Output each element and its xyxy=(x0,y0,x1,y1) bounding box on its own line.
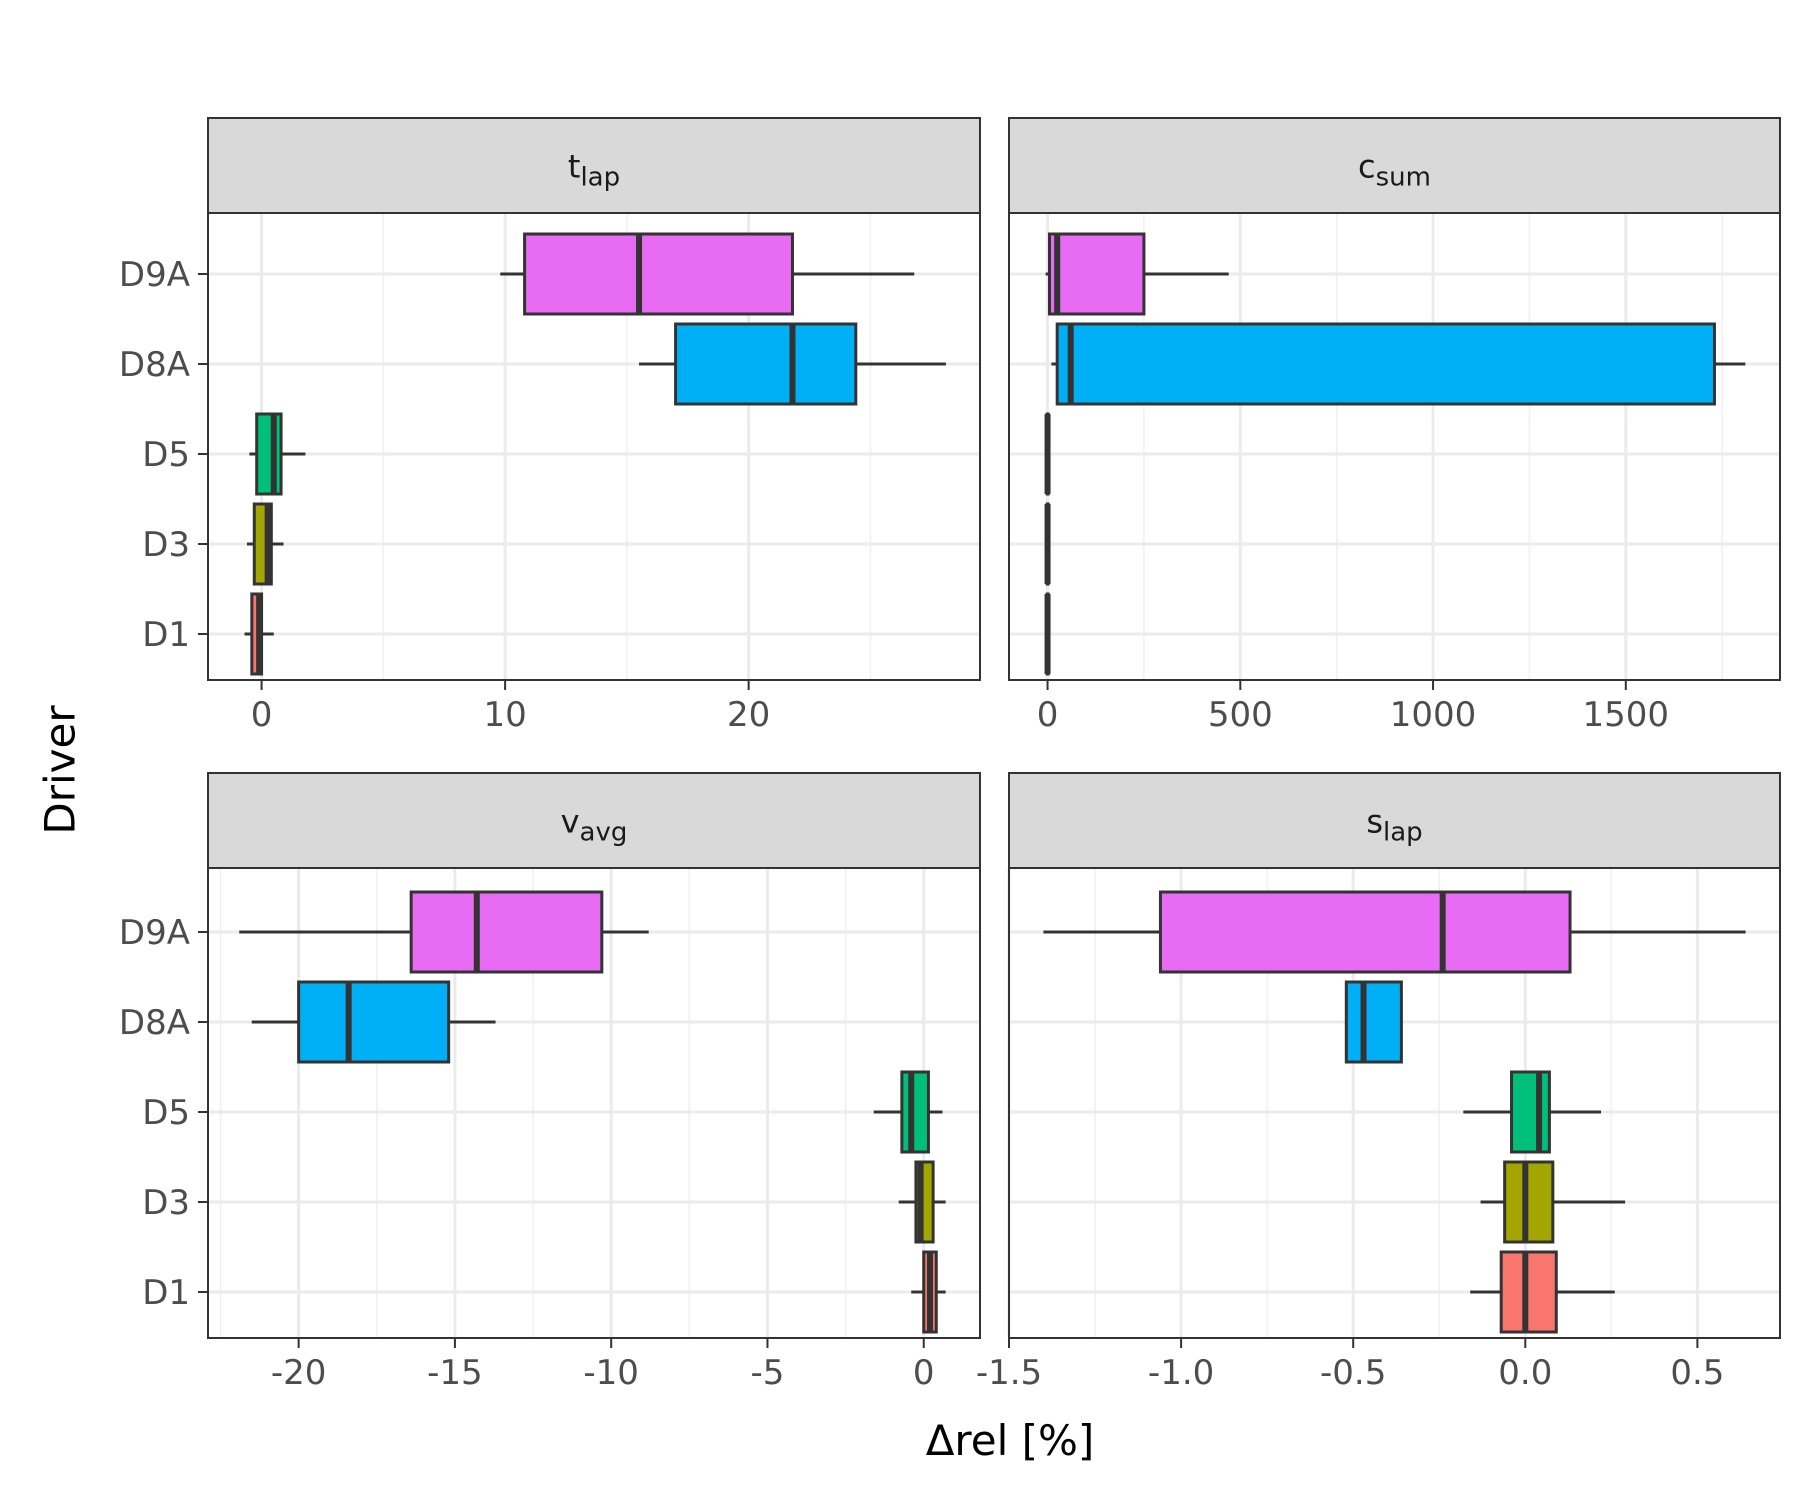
x-tick-label: 0 xyxy=(913,1353,935,1393)
box-body xyxy=(1158,890,1572,974)
x-tick-label: 10 xyxy=(483,695,526,735)
x-tick-label: 0.5 xyxy=(1670,1353,1724,1393)
box-D5 xyxy=(873,1070,943,1154)
x-tick-label: 0 xyxy=(251,695,273,735)
x-tick-label: 1000 xyxy=(1390,695,1477,735)
box-D8A xyxy=(639,322,946,406)
y-tick-label: D5 xyxy=(142,1093,190,1133)
y-tick-label: D3 xyxy=(142,1183,190,1223)
box-D3 xyxy=(898,1160,946,1244)
box-body xyxy=(1047,232,1146,316)
box-D1 xyxy=(244,592,274,676)
box-D8A xyxy=(1344,980,1403,1064)
panel-border xyxy=(1008,867,1781,1339)
box-D9A xyxy=(1045,232,1229,316)
x-tick-label: 0.0 xyxy=(1498,1353,1552,1393)
panel-title-subscript: lap xyxy=(1383,818,1423,848)
box-body xyxy=(255,412,283,496)
x-tick-label: -5 xyxy=(751,1353,785,1393)
y-tick-label: D1 xyxy=(142,615,190,655)
panel-title-subscript: lap xyxy=(580,163,620,193)
box-D3 xyxy=(1480,1160,1626,1244)
x-tick-label: 1500 xyxy=(1583,695,1670,735)
box-body xyxy=(409,890,604,974)
box-D1 xyxy=(911,1250,946,1334)
panel-border xyxy=(1008,212,1781,681)
box-D3 xyxy=(1044,502,1051,586)
box-body xyxy=(1055,322,1716,406)
panel-border xyxy=(207,867,981,1339)
x-tick-label: 500 xyxy=(1208,695,1273,735)
box-body xyxy=(523,232,794,316)
box-body xyxy=(900,1070,930,1154)
box-body xyxy=(1499,1250,1558,1334)
x-tick-label: -10 xyxy=(583,1353,639,1393)
panel-s_lap: slap-1.5 -1.0 -0.5 0.0 0.5 xyxy=(976,772,1781,1393)
y-tick-label: D9A xyxy=(119,255,190,295)
x-tick-label: -20 xyxy=(271,1353,327,1393)
box-D9A xyxy=(1043,890,1746,974)
panel-title-subscript: avg xyxy=(580,818,628,848)
box-D8A xyxy=(251,980,496,1064)
box-D1 xyxy=(1044,592,1051,676)
x-tick-label: -15 xyxy=(427,1353,483,1393)
x-tick-label: -0.5 xyxy=(1320,1353,1386,1393)
y-tick-label: D9A xyxy=(119,913,190,953)
panel-border xyxy=(207,212,981,681)
y-tick-label: D5 xyxy=(142,435,190,475)
box-body xyxy=(1503,1160,1555,1244)
y-axis-title: Driver xyxy=(36,705,85,835)
box-body xyxy=(1510,1070,1551,1154)
y-tick-label: D1 xyxy=(142,1273,190,1313)
y-tick-label: D3 xyxy=(142,525,190,565)
box-D3 xyxy=(246,502,284,586)
box-body xyxy=(674,322,858,406)
panel-strip xyxy=(1008,772,1781,869)
x-tick-label: -1.5 xyxy=(976,1353,1042,1393)
box-D9A xyxy=(239,890,649,974)
box-D1 xyxy=(1470,1250,1615,1334)
box-body xyxy=(1344,980,1403,1064)
box-D5 xyxy=(1463,1070,1602,1154)
y-tick-label: D8A xyxy=(119,1003,190,1043)
x-tick-label: -1.0 xyxy=(1148,1353,1214,1393)
box-D5 xyxy=(249,412,306,496)
y-tick-label: D8A xyxy=(119,345,190,385)
panel-title-subscript: sum xyxy=(1376,163,1431,193)
box-D8A xyxy=(1051,322,1746,406)
box-D5 xyxy=(1044,412,1051,496)
x-tick-label: 0 xyxy=(1037,695,1059,735)
x-axis-title: Δrel [%] xyxy=(926,1416,1095,1465)
panel-strip xyxy=(207,772,981,869)
panel-strip xyxy=(207,117,981,214)
x-tick-label: 20 xyxy=(727,695,770,735)
panel-strip xyxy=(1008,117,1781,214)
box-D9A xyxy=(500,232,915,316)
box-body xyxy=(297,980,451,1064)
